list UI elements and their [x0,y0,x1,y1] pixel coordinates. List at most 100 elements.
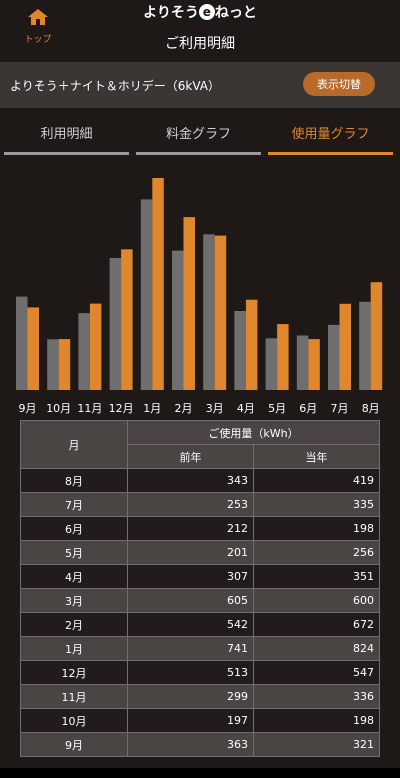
bar-2月-previous [172,250,184,390]
col-header-current-year: 当年 [253,444,380,469]
month-cell: 3月 [20,588,128,613]
bar-3月-current [214,235,227,390]
tab-fee-graph[interactable]: 料金グラフ [165,127,231,142]
x-tick-label: 10月 [46,402,71,415]
bar-12月-current [121,249,133,390]
bar-12月-previous [109,258,122,390]
current-value-cell: 256 [253,540,380,565]
tab-usage-details[interactable]: 利用明細 [40,127,93,142]
brand-e-mark: e [198,4,215,20]
current-value-cell: 335 [253,492,380,517]
x-tick-label: 5月 [268,402,286,415]
previous-value-cell: 299 [127,684,254,709]
display-switch-button[interactable]: 表示切替 [303,72,375,96]
previous-value-cell: 343 [127,468,254,493]
previous-value-cell: 513 [127,660,254,685]
plan-bar: よりそう＋ナイト＆ホリデー（6kVA） 表示切替 [0,62,400,108]
usage-bar-chart: 9月 10月 11月 12月 1月 2月 3月 4月 5月 6月 7月 8月 [16,178,383,415]
month-cell: 10月 [20,708,128,733]
tab-underline-usage-graph [268,152,393,155]
bar-6月-current [308,339,320,390]
table-row: 6月 212 198 [20,516,380,541]
current-value-cell: 198 [253,708,380,733]
bar-5月-previous [265,338,278,390]
previous-value-cell: 212 [127,516,254,541]
current-value-cell: 351 [253,564,380,589]
system-nav-bar [0,768,400,778]
x-tick-label: 8月 [362,402,380,415]
home-icon [28,9,48,25]
bar-7月-current [339,303,351,390]
month-cell: 7月 [20,492,128,517]
month-cell: 5月 [20,540,128,565]
current-value-cell: 198 [253,516,380,541]
page-title: ご利用明細 [165,36,235,52]
bar-5月-current [277,324,289,390]
current-value-cell: 321 [253,732,380,757]
table-row: 2月 542 672 [20,612,380,637]
month-cell: 1月 [20,636,128,661]
table-row: 9月 363 321 [20,732,380,757]
home-label: トップ [24,35,52,45]
x-tick-label: 4月 [237,402,255,415]
tab-bar: 利用明細 料金グラフ 使用量グラフ [0,108,400,158]
current-value-cell: 419 [253,468,380,493]
month-cell: 9月 [20,732,128,757]
bar-1月-previous [140,199,153,390]
previous-value-cell: 741 [127,636,254,661]
current-value-cell: 600 [253,588,380,613]
bar-4月-previous [234,311,246,390]
bar-8月-previous [359,301,371,390]
bar-10月-previous [47,339,59,390]
brand-logo: よりそう e ねっと [0,2,400,22]
brand-prefix: よりそう [143,5,199,21]
previous-value-cell: 201 [127,540,254,565]
table-row: 4月 307 351 [20,564,380,589]
x-tick-label: 7月 [331,402,349,415]
previous-value-cell: 253 [127,492,254,517]
current-value-cell: 336 [253,684,380,709]
month-cell: 12月 [20,660,128,685]
previous-value-cell: 605 [127,588,254,613]
usage-table: 月 ご使用量（kWh） 前年 当年 8月 343 419 7月 253 335 6月 21… [20,420,380,757]
x-tick-label: 1月 [143,402,161,415]
current-value-cell: 824 [253,636,380,661]
table-row: 11月 299 336 [20,684,380,709]
x-tick-label: 3月 [206,402,224,415]
month-cell: 6月 [20,516,128,541]
previous-value-cell: 307 [127,564,254,589]
brand-suffix: ねっと [214,5,257,21]
bar-4月-current [245,299,258,390]
previous-value-cell: 363 [127,732,254,757]
previous-value-cell: 542 [127,612,254,637]
app-header: トップ よりそう e ねっと ご利用明細 [0,0,400,62]
x-tick-label: 11月 [77,402,102,415]
x-tick-label: 12月 [109,402,134,415]
x-tick-label: 9月 [19,402,37,415]
tab-underline-fee-graph [136,152,261,155]
month-cell: 11月 [20,684,128,709]
tab-usage-graph[interactable]: 使用量グラフ [291,127,370,142]
bar-6月-previous [296,335,309,390]
bar-1月-current [152,178,164,390]
table-row: 12月 513 547 [20,660,380,685]
table-row: 8月 343 419 [20,468,380,493]
month-cell: 4月 [20,564,128,589]
month-cell: 2月 [20,612,128,637]
table-row: 3月 605 600 [20,588,380,613]
current-value-cell: 672 [253,612,380,637]
col-header-month: 月 [20,420,128,469]
col-header-previous-year: 前年 [127,444,254,469]
bar-7月-previous [328,324,340,390]
bar-9月-current [27,307,39,390]
bar-10月-current [58,339,71,390]
table-row: 7月 253 335 [20,492,380,517]
current-value-cell: 547 [253,660,380,685]
col-header-usage: ご使用量（kWh） [127,420,380,445]
bar-3月-previous [203,234,215,390]
plan-name: よりそう＋ナイト＆ホリデー（6kVA） [10,79,220,93]
x-tick-label: 6月 [299,402,317,415]
bar-2月-current [183,217,195,390]
home-button[interactable]: トップ [18,8,58,45]
month-cell: 8月 [20,468,128,493]
